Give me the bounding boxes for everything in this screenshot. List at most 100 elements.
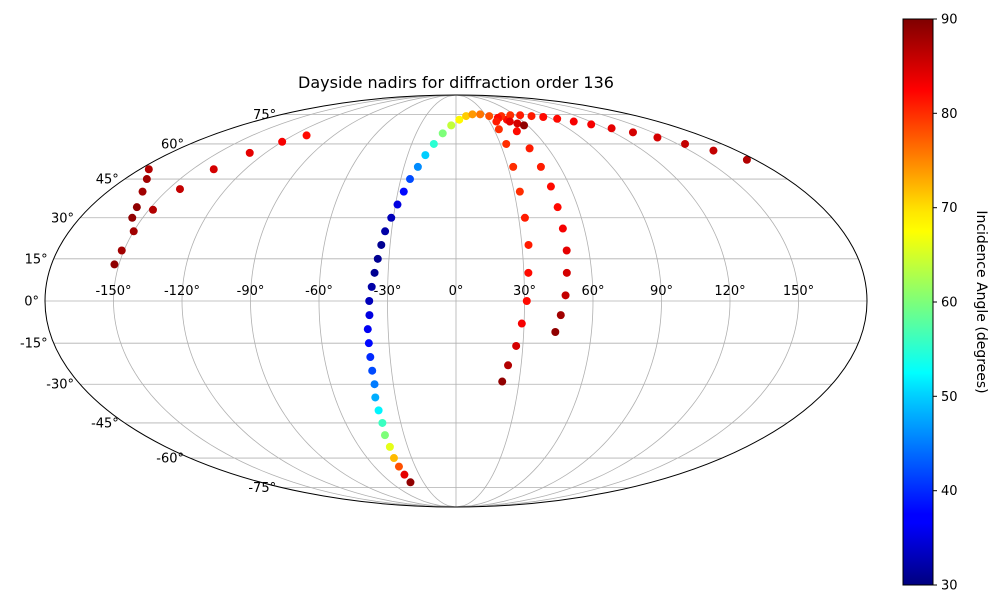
colorbar-tick-label: 80: [941, 107, 958, 122]
colorbar-tick-label: 60: [941, 296, 958, 311]
data-point: [509, 162, 518, 171]
data-point: [278, 137, 287, 146]
data-point: [110, 260, 119, 269]
data-point: [363, 325, 372, 334]
data-point: [492, 117, 501, 126]
data-point: [520, 213, 529, 222]
longitude-tick-labels: -150° -120° -90° -60° -30° 0° 30° 60° 90° 120° 150…: [95, 284, 814, 299]
data-point: [516, 111, 525, 120]
latitude-tick-label: 75°: [253, 108, 276, 123]
data-point: [494, 125, 503, 134]
data-point: [476, 110, 485, 119]
longitude-tick-label: -120°: [164, 284, 200, 299]
data-point: [502, 139, 511, 148]
data-point: [522, 297, 531, 305]
data-point: [406, 175, 414, 184]
data-point: [245, 148, 254, 157]
data-point: [209, 165, 218, 174]
data-point: [709, 146, 718, 155]
data-point: [512, 127, 521, 136]
data-point: [553, 203, 562, 212]
chart-title: Dayside nadirs for diffraction order 136: [298, 73, 614, 92]
colorbar-gradient: [902, 18, 934, 586]
data-point: [524, 268, 533, 277]
data-point: [681, 139, 690, 148]
data-point: [562, 246, 571, 255]
data-point: [394, 462, 403, 471]
data-point: [517, 319, 526, 328]
data-points: [110, 110, 751, 487]
data-point: [148, 205, 157, 214]
data-point: [524, 240, 533, 249]
colorbar: 30 40 50 60 70 80 90 Incidence Angle (degrees): [902, 13, 989, 594]
data-point: [387, 213, 396, 222]
data-point: [370, 268, 379, 277]
data-point: [505, 117, 514, 126]
data-point: [607, 124, 616, 133]
data-point: [546, 182, 555, 191]
data-point: [413, 162, 422, 171]
data-point: [175, 185, 184, 194]
data-point: [504, 361, 513, 370]
data-point: [393, 200, 402, 209]
colorbar-ticks: 30 40 50 60 70 80 90: [933, 13, 958, 594]
data-point: [462, 112, 471, 121]
data-point: [380, 431, 389, 440]
data-point: [520, 121, 529, 130]
data-point: [364, 339, 373, 348]
colorbar-tick-label: 40: [941, 484, 958, 499]
data-point: [365, 297, 374, 305]
data-point: [373, 254, 382, 263]
data-point: [371, 393, 380, 402]
data-point: [367, 282, 376, 291]
latitude-tick-label: 30°: [51, 211, 74, 226]
latitude-tick-label: 60°: [161, 137, 184, 152]
data-point: [561, 291, 570, 300]
latitude-tick-label: -45°: [91, 417, 119, 432]
data-point: [381, 227, 390, 236]
latitude-tick-label: -30°: [46, 378, 74, 393]
colorbar-tick-label: 50: [941, 390, 958, 405]
data-point: [400, 470, 409, 479]
data-point: [368, 366, 377, 375]
data-point: [587, 120, 596, 129]
colorbar-label: Incidence Angle (degrees): [973, 210, 989, 393]
latitude-tick-label: 45°: [96, 173, 119, 188]
data-point: [429, 139, 438, 148]
longitude-tick-label: 30°: [513, 284, 536, 299]
data-point: [527, 112, 536, 121]
data-point: [553, 114, 562, 123]
data-point: [144, 165, 153, 174]
colorbar-tick-label: 30: [941, 579, 958, 594]
data-point: [128, 213, 137, 222]
data-point: [378, 418, 387, 427]
data-point: [389, 454, 398, 463]
data-point: [421, 151, 430, 160]
data-point: [455, 115, 464, 124]
data-point: [498, 377, 507, 386]
data-point: [536, 162, 545, 171]
data-point: [132, 203, 141, 212]
data-point: [562, 268, 571, 277]
data-point: [399, 187, 408, 196]
data-point: [447, 121, 456, 130]
data-point: [485, 112, 494, 121]
data-point: [468, 110, 477, 119]
colorbar-tick-label: 90: [941, 13, 958, 28]
latitude-tick-label: -15°: [20, 337, 48, 352]
data-point: [525, 144, 534, 153]
latitude-tick-label: 15°: [25, 252, 48, 267]
map-boundary: [44, 94, 868, 508]
longitude-tick-label: 150°: [783, 284, 814, 299]
data-point: [653, 133, 662, 142]
longitude-tick-label: 60°: [581, 284, 604, 299]
data-point: [539, 112, 548, 121]
data-point: [117, 246, 126, 255]
longitude-tick-label: -60°: [305, 284, 333, 299]
data-point: [385, 442, 394, 451]
latitude-tick-label: -60°: [156, 452, 184, 467]
data-point: [377, 240, 386, 249]
data-point: [515, 187, 524, 196]
data-point: [129, 227, 138, 236]
